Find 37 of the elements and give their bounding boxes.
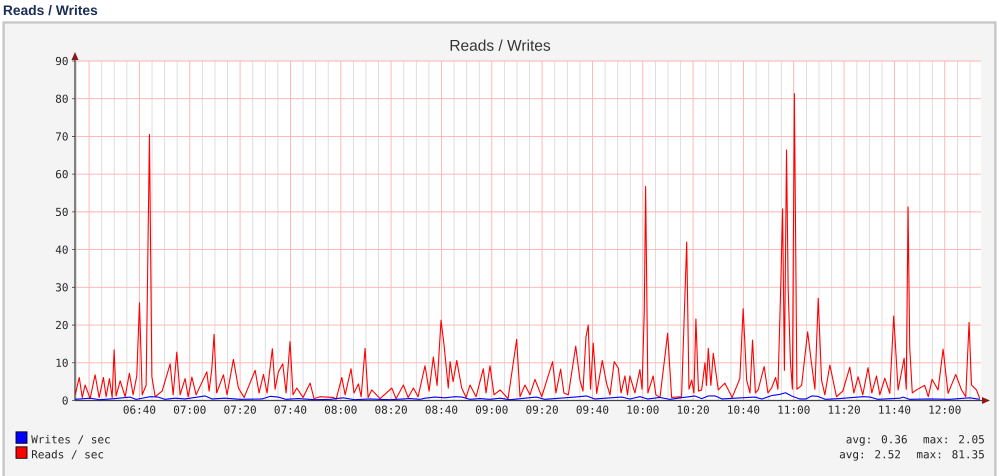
x-tick-label: 08:20: [375, 406, 407, 414]
x-tick-label: 08:40: [426, 406, 458, 414]
x-tick-label: 07:20: [224, 406, 256, 414]
y-tick-label: 90: [56, 56, 68, 66]
chart-subtitle: Reads / Writes: [450, 39, 550, 51]
y-tick-label: 30: [56, 283, 68, 292]
x-tick-label: 09:40: [576, 406, 608, 414]
text: avg: 2.52: [840, 450, 900, 461]
y-tick-label: 60: [56, 170, 68, 178]
x-tick-label: 11:00: [778, 406, 810, 414]
x-tick-label: 10:00: [628, 406, 659, 414]
text: avg: 0.36: [846, 435, 907, 446]
legend-label: Reads / sec: [32, 450, 104, 460]
text: max: 2.05: [924, 435, 984, 444]
y-tick-label: 20: [56, 320, 68, 330]
x-tick-label: 07:40: [274, 406, 306, 414]
x-tick-label: 10:20: [678, 406, 709, 414]
legend-label: Writes / sec: [31, 434, 110, 444]
line-series: [75, 93, 980, 400]
x-tick-label: 12:00: [930, 406, 961, 414]
text: max: 81.35: [916, 450, 984, 458]
y-tick-label: 0: [62, 396, 68, 405]
y-tick-label: 40: [56, 245, 68, 254]
x-tick-label: 08:00: [324, 406, 357, 414]
x-tick-label: 09:20: [526, 406, 558, 414]
chart-title: Reads / Writes: [4, 4, 98, 16]
line-series: [75, 392, 980, 400]
x-tick-label: 06:40: [124, 406, 156, 414]
y-tick-label: 70: [56, 132, 68, 141]
x-tick-label: 10:40: [728, 406, 760, 414]
y-tick-label: 50: [56, 208, 68, 216]
x-tick-label: 11:40: [879, 406, 910, 414]
x-tick-label: 09:00: [476, 406, 508, 414]
x-tick-label: 07:00: [174, 406, 206, 414]
y-tick-label: 10: [56, 358, 68, 367]
x-tick-label: 11:20: [828, 406, 860, 414]
y-tick-label: 80: [56, 94, 68, 103]
